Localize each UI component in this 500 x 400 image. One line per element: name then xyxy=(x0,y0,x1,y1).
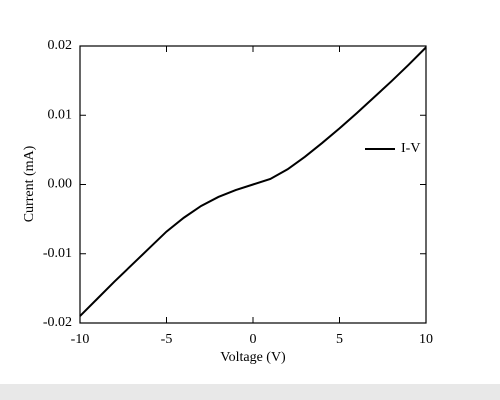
y-tick-label: -0.01 xyxy=(43,246,72,261)
x-tick-label: -5 xyxy=(161,332,173,347)
toolbar xyxy=(0,384,500,400)
x-tick-label: 5 xyxy=(336,332,343,347)
y-axis-label: Current (mA) xyxy=(22,145,37,222)
y-tick-label: 0.01 xyxy=(48,107,73,122)
y-tick-label: 0.02 xyxy=(48,38,73,53)
x-tick-label: 10 xyxy=(419,332,433,347)
y-tick-label: -0.02 xyxy=(43,315,72,330)
data-line xyxy=(79,46,427,317)
x-axis-label: Voltage (V) xyxy=(220,350,286,365)
x-tick-label: 0 xyxy=(250,332,257,347)
x-tick-label: -10 xyxy=(71,332,90,347)
legend-label: I-V xyxy=(401,141,420,156)
y-tick-label: 0.00 xyxy=(48,177,73,192)
